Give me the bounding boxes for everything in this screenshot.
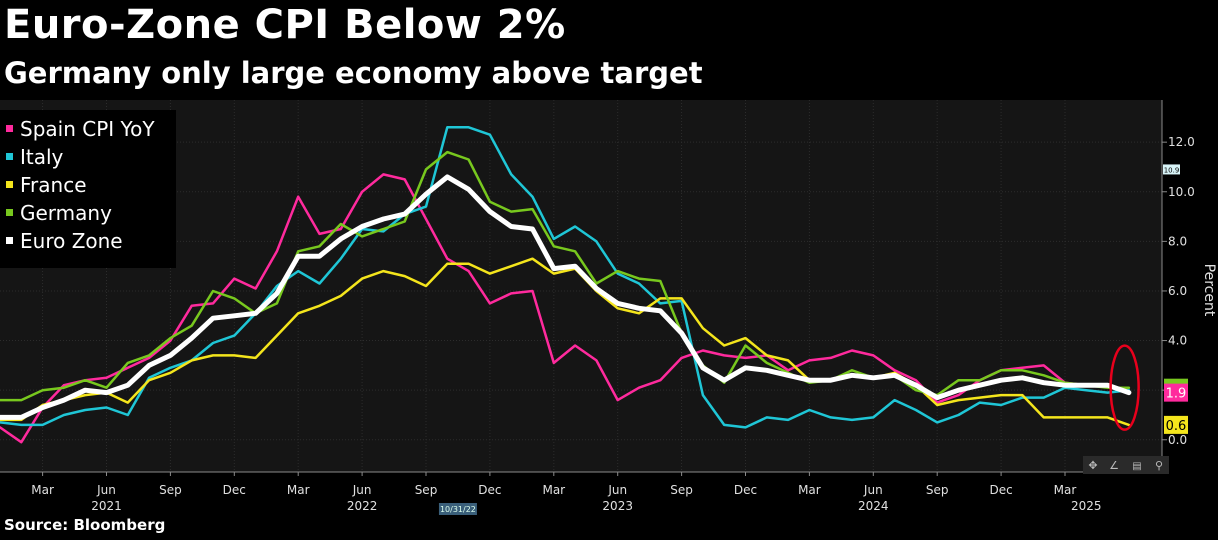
- x-year-label: 2021: [91, 499, 122, 513]
- series-lines: [0, 126, 1132, 444]
- x-tick-label: Dec: [478, 483, 501, 497]
- legend: Spain CPI YoY Italy France Germany Euro Zone: [0, 110, 176, 268]
- move-icon[interactable]: ✥: [1088, 459, 1097, 472]
- x-tick-label: Dec: [989, 483, 1012, 497]
- x-tick-label: Sep: [926, 483, 949, 497]
- y-tick-label: 12.0: [1168, 135, 1195, 149]
- legend-label-spain-cpi-yoy: Spain CPI YoY: [20, 117, 155, 141]
- highlight-ellipse: [1109, 344, 1140, 431]
- chart-type-icon[interactable]: ▤: [1132, 461, 1141, 472]
- chart-title: Euro-Zone CPI Below 2%: [4, 2, 566, 48]
- x-year-label: 2025: [1071, 499, 1102, 513]
- x-year-label: 2022: [347, 499, 378, 513]
- chart-toolbar-bg: [1083, 456, 1169, 474]
- legend-swatch-germany: [6, 209, 13, 216]
- legend-label-euro-zone: Euro Zone: [20, 229, 123, 253]
- series-line-france: [0, 257, 1131, 427]
- axis-value-badge: [1163, 164, 1180, 175]
- x-tick-label: Mar: [31, 483, 54, 497]
- series-line-spain-cpi-yoy: [0, 173, 1131, 444]
- x-tick-label: Mar: [1054, 483, 1077, 497]
- x-tick-label: Jun: [352, 483, 372, 497]
- legend-swatch-france: [6, 181, 13, 188]
- x-tick-label: Mar: [798, 483, 821, 497]
- x-tick-label: Mar: [287, 483, 310, 497]
- legend-label-germany: Germany: [20, 201, 112, 225]
- date-badge-text: 10/31/22: [440, 505, 476, 514]
- legend-label-france: France: [20, 173, 87, 197]
- x-tick-label: Dec: [223, 483, 246, 497]
- series-line-euro-zone: [0, 174, 1132, 420]
- y-tick-label: 6.0: [1168, 284, 1187, 298]
- x-tick-label: Sep: [670, 483, 693, 497]
- y-tick-label: 10.0: [1168, 185, 1195, 199]
- x-tick-label: Jun: [96, 483, 116, 497]
- axis-value-badge-text: 10.9: [1164, 166, 1180, 174]
- y-tick-label: 4.0: [1168, 334, 1187, 348]
- legend-swatch-spain-cpi-yoy: [6, 125, 13, 132]
- y-axis-ticks: 0.0 4.0 6.0 8.0 10.0 12.0 10.9: [1162, 135, 1195, 447]
- end-value-badge: [1164, 415, 1188, 434]
- date-badge-bg: [438, 503, 477, 515]
- x-tick-label: Jun: [607, 483, 627, 497]
- x-tick-label: Dec: [734, 483, 757, 497]
- legend-swatch-italy: [6, 153, 13, 160]
- y-axis-label: Percent: [1201, 264, 1217, 317]
- end-value-badge: [1164, 383, 1188, 402]
- end-value-text: 1.9: [1166, 387, 1187, 402]
- y-tick-label: 8.0: [1168, 234, 1187, 248]
- x-year-label: 2024: [858, 499, 889, 513]
- end-value-text: 0.6: [1166, 419, 1187, 434]
- cpi-line-chart: 0.04.06.08.010.012.010.9 Mar Jun Sep Dec Mar…: [0, 100, 1217, 515]
- x-tick-label: Jun: [863, 483, 883, 497]
- x-tick-label: Mar: [542, 483, 565, 497]
- x-year-label: 2023: [602, 499, 633, 513]
- draw-icon[interactable]: ∠: [1109, 459, 1119, 472]
- x-axis-ticks: Mar Jun Sep Dec Mar Jun Sep Dec Mar Jun Sep Dec Mar J…: [31, 472, 1102, 513]
- legend-label-italy: Italy: [20, 145, 64, 169]
- y-tick-label: 0.0: [1168, 433, 1187, 447]
- legend-swatch-euro-zone: [6, 237, 13, 244]
- date-badge: 10/31/22: [438, 503, 477, 515]
- grid-lines: [0, 100, 1162, 472]
- series-line-germany: [0, 150, 1131, 402]
- x-tick-label: Sep: [415, 483, 438, 497]
- x-tick-label: Sep: [159, 483, 182, 497]
- end-value-labels: 2.11.90.6: [1164, 378, 1188, 434]
- chart-subtitle: Germany only large economy above target: [4, 56, 703, 90]
- source-note: Source: Bloomberg: [4, 516, 166, 534]
- zoom-icon[interactable]: ⚲: [1155, 459, 1163, 472]
- legend-background: [0, 110, 176, 268]
- chart-toolbar: ✥ ∠ ▤ ⚲: [1083, 456, 1169, 474]
